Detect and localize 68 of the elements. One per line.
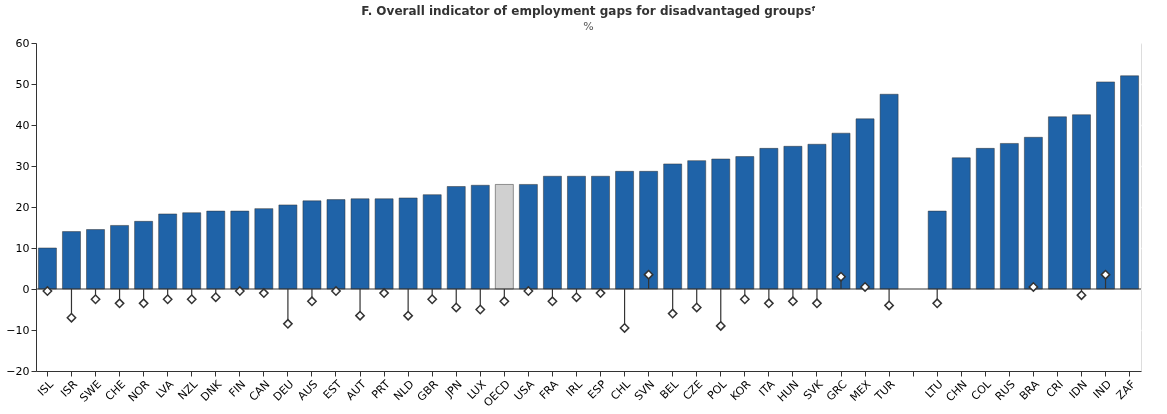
y-tick-label: 50 <box>15 77 30 91</box>
x-tick-label: LTU <box>922 377 946 401</box>
point <box>258 288 269 299</box>
x-tick-label: CHL <box>608 377 634 403</box>
point <box>571 292 582 303</box>
point <box>643 269 654 280</box>
x-tick-label: FRA <box>536 377 562 402</box>
x-tick-label: CRI <box>1043 377 1066 401</box>
point <box>210 292 221 303</box>
point <box>1028 282 1039 292</box>
y-tick-label: 10 <box>15 241 30 255</box>
point <box>812 298 822 309</box>
x-tick-label: IDN <box>1066 377 1090 402</box>
y-tick-label: −20 <box>6 364 30 378</box>
point <box>1100 269 1111 280</box>
point <box>860 282 870 292</box>
x-tick-label: IND <box>1090 377 1115 402</box>
point <box>715 320 726 331</box>
x-tick-label: TUR <box>871 377 898 404</box>
x-tick-label: LVA <box>153 377 177 401</box>
point <box>691 302 702 313</box>
chart-title: F. Overall indicator of employment gaps for disadvantaged groupsᶠ <box>361 4 816 18</box>
point <box>787 296 798 307</box>
point <box>66 312 77 323</box>
point <box>403 310 414 321</box>
y-tick-label: 30 <box>15 159 30 173</box>
point <box>331 286 341 296</box>
x-tick-label: ISR <box>58 377 81 400</box>
y-tick-label: 60 <box>15 36 30 50</box>
point <box>42 286 53 296</box>
point <box>355 310 365 321</box>
point <box>475 304 486 315</box>
y-axis-title: % <box>583 20 594 33</box>
point <box>667 308 678 319</box>
x-tick-label: POL <box>704 377 730 403</box>
y-tick-label: −10 <box>6 323 30 337</box>
y-tick-label: 40 <box>15 118 30 132</box>
point <box>90 294 101 305</box>
point <box>1076 290 1087 301</box>
point <box>282 318 293 329</box>
x-tick-label: ITA <box>756 377 778 399</box>
x-tick-label: ISL <box>35 377 57 399</box>
point <box>186 294 197 305</box>
point <box>884 300 895 311</box>
point <box>162 294 173 305</box>
point <box>499 296 510 307</box>
x-tick-label: COL <box>968 377 995 403</box>
x-tick-label: NZL <box>175 377 201 403</box>
point <box>619 323 630 333</box>
point <box>739 294 750 305</box>
point <box>234 286 245 296</box>
point <box>379 288 390 299</box>
x-tick-label: IRL <box>563 377 586 400</box>
point <box>523 286 534 296</box>
point <box>836 271 846 282</box>
point <box>114 298 125 309</box>
point <box>138 298 149 309</box>
y-tick-label: 20 <box>15 200 30 214</box>
x-tick-label: FIN <box>226 377 249 400</box>
point <box>427 294 438 305</box>
point <box>451 302 462 313</box>
point <box>595 288 606 299</box>
point <box>307 296 317 307</box>
point <box>932 298 943 309</box>
x-tick-label: BEL <box>657 377 682 402</box>
point <box>763 298 774 309</box>
y-tick-label: 0 <box>22 282 30 296</box>
point <box>547 296 558 307</box>
